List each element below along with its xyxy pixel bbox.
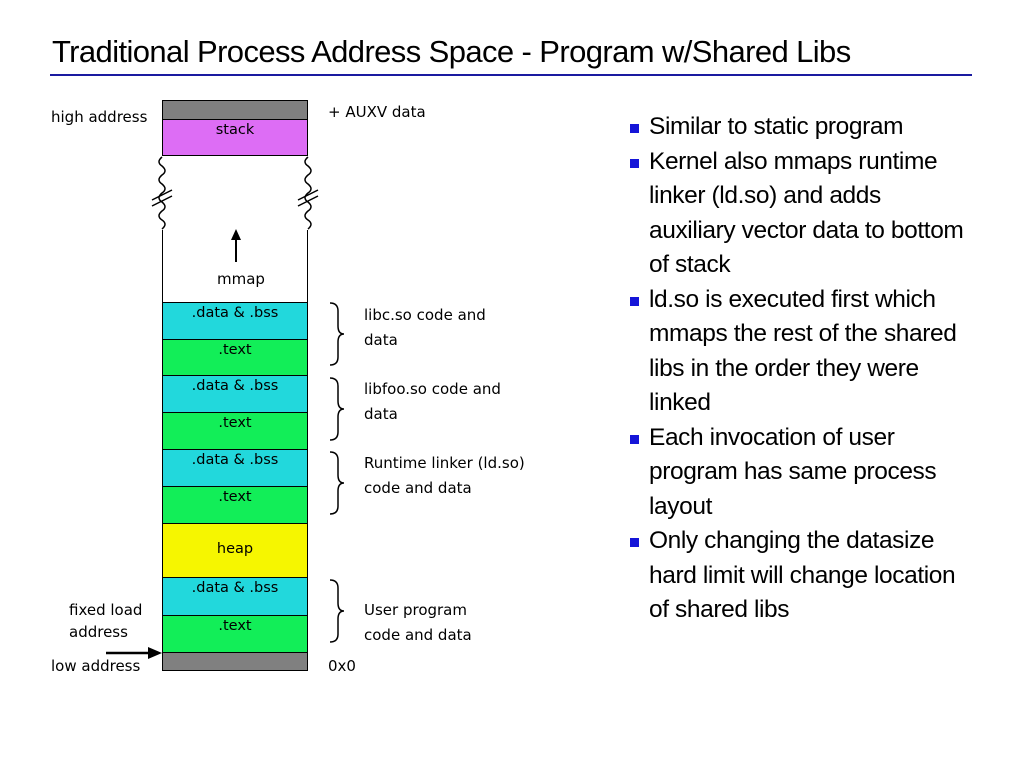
bullet-line: Similar to static program xyxy=(649,113,904,140)
bullet-line: auxiliary vector data to bottom xyxy=(649,216,964,244)
bullet-line: ld.so is executed first which xyxy=(649,285,936,313)
bottom-guard xyxy=(162,652,308,671)
libfoo-label-2: data xyxy=(364,405,398,423)
ldso-text: .text xyxy=(162,486,308,525)
program-data-bss: .data & .bss xyxy=(162,577,308,617)
mmap-label: mmap xyxy=(217,270,265,288)
libfoo-label-1: libfoo.so code and xyxy=(364,380,501,398)
mmap-arrow-icon xyxy=(231,229,241,262)
bullet-line: mmaps the rest of the shared xyxy=(649,320,957,347)
bullet-item: Similar to static program xyxy=(628,110,963,145)
brace-icon xyxy=(329,451,345,515)
brace-icon xyxy=(329,302,345,366)
bullet-line: Each invocation of user xyxy=(649,423,895,451)
zero-address-label: 0x0 xyxy=(328,657,356,675)
ldso-label-2: code and data xyxy=(364,479,472,497)
program-label-1: User program xyxy=(364,601,467,619)
program-label-2: code and data xyxy=(364,626,472,644)
bullet-square-icon xyxy=(630,124,639,133)
load-arrow-icon xyxy=(106,647,162,659)
break-mark-icon xyxy=(151,156,319,230)
bullet-line: of shared libs xyxy=(649,596,790,623)
libc-label-2: data xyxy=(364,331,398,349)
bullet-item: Each invocation of user program has same… xyxy=(628,421,963,525)
program-text: .text xyxy=(162,615,308,654)
libfoo-text: .text xyxy=(162,412,308,451)
bullet-square-icon xyxy=(630,434,639,444)
bullet-line: layout xyxy=(649,492,712,520)
bullet-square-icon xyxy=(630,296,639,306)
bullet-square-icon xyxy=(630,538,639,547)
brace-icon xyxy=(329,579,345,643)
bullet-line: Kernel also mmaps runtime xyxy=(649,147,938,175)
bullet-list: Similar to static program Kernel also mm… xyxy=(628,110,964,628)
bullet-line: Only changing the datasize xyxy=(649,527,935,554)
title-underline xyxy=(50,74,972,76)
bullet-line: libs in the order they were xyxy=(649,354,919,382)
brace-icon xyxy=(329,377,345,441)
bullet-line: program has same process xyxy=(649,458,937,485)
auxv-label: + AUXV data xyxy=(328,103,426,121)
bullet-item: ld.so is executed first which mmaps the … xyxy=(628,283,963,421)
slide-title: Traditional Process Address Space - Prog… xyxy=(52,34,851,69)
libc-text: .text xyxy=(162,339,308,377)
fixed-load-label-2: address xyxy=(69,623,128,641)
bullet-line: linker (ld.so) and adds xyxy=(649,182,881,209)
libc-label-1: libc.so code and xyxy=(364,306,486,324)
fixed-load-label-1: fixed load xyxy=(69,601,143,619)
bullet-square-icon xyxy=(630,158,639,168)
high-address-label: high address xyxy=(51,108,148,126)
bullet-item: Kernel also mmaps runtime linker (ld.so)… xyxy=(628,145,964,283)
bullet-line: hard limit will change location xyxy=(649,561,956,589)
low-address-label: low address xyxy=(51,657,141,675)
stack-segment: stack xyxy=(162,119,308,156)
bullet-item: Only changing the datasize hard limit wi… xyxy=(628,524,963,628)
bullet-line: of stack xyxy=(649,251,731,278)
ldso-label-1: Runtime linker (ld.so) xyxy=(364,454,525,472)
bullet-line: linked xyxy=(649,389,711,416)
ldso-data-bss: .data & .bss xyxy=(162,449,308,488)
